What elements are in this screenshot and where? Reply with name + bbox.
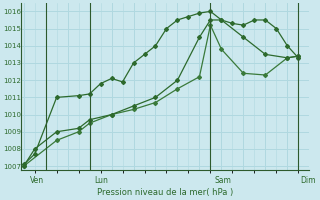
Text: Sam: Sam (215, 176, 232, 185)
Text: Lun: Lun (94, 176, 108, 185)
X-axis label: Pression niveau de la mer( hPa ): Pression niveau de la mer( hPa ) (97, 188, 234, 197)
Text: Dim: Dim (300, 176, 316, 185)
Text: Ven: Ven (30, 176, 44, 185)
